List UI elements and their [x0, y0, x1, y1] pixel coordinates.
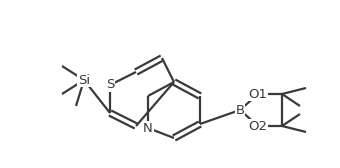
Text: O1: O1: [249, 88, 268, 100]
Text: O2: O2: [249, 119, 268, 133]
Text: B: B: [235, 103, 244, 116]
Text: S: S: [106, 78, 114, 92]
Text: Si: Si: [78, 74, 90, 87]
Text: N: N: [143, 121, 153, 135]
